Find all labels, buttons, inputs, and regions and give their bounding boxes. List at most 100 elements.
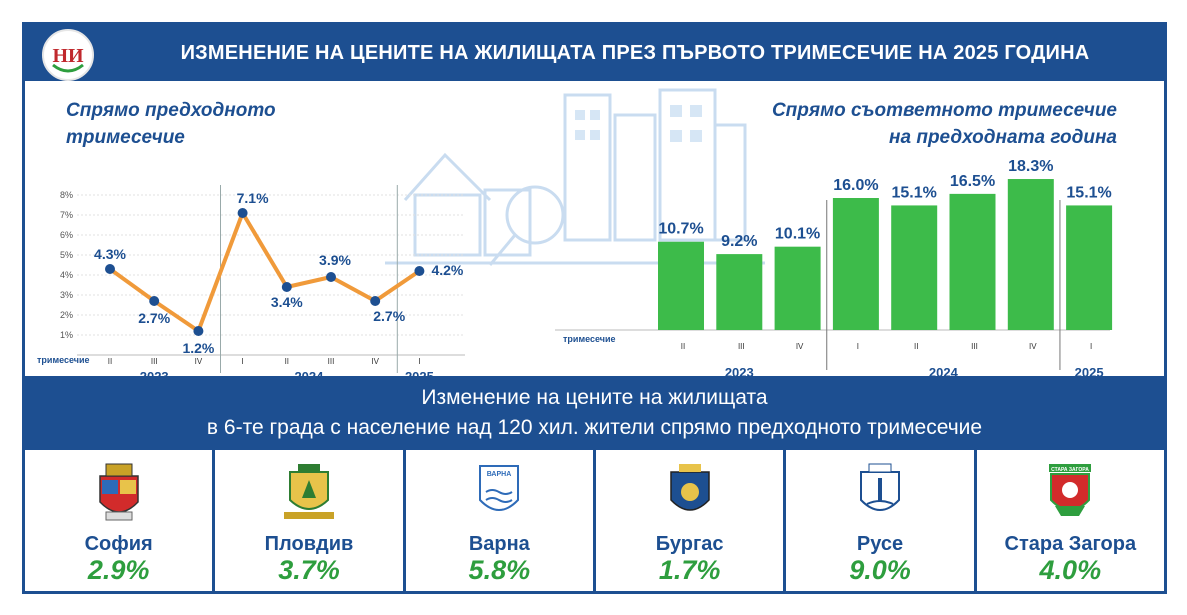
city-name: Русе xyxy=(856,533,904,555)
data-point xyxy=(281,282,292,292)
data-point xyxy=(193,326,204,336)
right-chart-title: Спрямо съответното тримесечие на предход… xyxy=(665,97,1117,151)
quarter-tick-label: II xyxy=(108,357,112,366)
y-tick-label: 5% xyxy=(60,250,73,260)
bar-value-label: 16.5% xyxy=(950,173,995,190)
bar-value-label: 10.1% xyxy=(775,226,820,243)
city-name: Варна xyxy=(468,533,530,555)
bar-value-label: 9.2% xyxy=(721,233,757,250)
city-card: Пловдив 3.7% xyxy=(215,450,403,591)
city-price-change: 4.0% xyxy=(1039,555,1102,585)
quarter-tick-label: II xyxy=(914,342,918,351)
bar-value-label: 16.0% xyxy=(833,177,878,194)
right-chart-title-line1: Спрямо съответното тримесечие xyxy=(771,100,1117,121)
y-tick-label: 2% xyxy=(60,310,73,320)
x-axis-label: тримесечие xyxy=(37,355,90,365)
bar xyxy=(716,254,763,330)
bar xyxy=(832,198,879,330)
x-axis-label: тримесечие xyxy=(563,334,616,344)
city-price-change: 9.0% xyxy=(849,555,911,585)
sofia-crest-icon xyxy=(98,463,139,521)
bar xyxy=(774,246,821,330)
logo-text: НИ xyxy=(52,45,84,67)
varna-crest-icon: ВАРНА xyxy=(479,465,520,511)
data-label: 4.2% xyxy=(431,262,463,278)
y-tick-label: 4% xyxy=(60,270,73,280)
data-point xyxy=(149,296,160,306)
city-card: Русе 9.0% xyxy=(786,450,974,591)
right-chart-title-line2: на предходната година xyxy=(889,127,1117,148)
city-price-change: 2.9% xyxy=(87,555,150,585)
y-tick-label: 1% xyxy=(60,330,73,340)
data-point xyxy=(370,296,381,306)
quarter-tick-label: IV xyxy=(371,357,379,366)
city-name: Бургас xyxy=(655,533,724,555)
data-point xyxy=(237,208,248,218)
data-point xyxy=(326,272,336,282)
city-name: София xyxy=(84,533,153,555)
y-tick-label: 6% xyxy=(60,230,73,240)
quarter-tick-label: III xyxy=(738,342,745,351)
quarter-tick-label: III xyxy=(328,357,335,366)
city-price-change: 3.7% xyxy=(278,555,340,585)
burgas-crest-icon xyxy=(669,464,710,511)
quarter-tick-label: I xyxy=(857,342,859,351)
quarter-tick-label: III xyxy=(151,357,158,366)
quarter-tick-label: III xyxy=(971,342,978,351)
quarter-tick-label: IV xyxy=(1029,342,1037,351)
city-card: Бургас 1.7% xyxy=(595,450,784,591)
city-name: Пловдив xyxy=(264,533,354,555)
cities-heading-line1: Изменение на цените на жилищата xyxy=(421,386,768,409)
city-price-change: 5.8% xyxy=(468,555,531,585)
cities-panel: София 2.9% Пловдив 3.7% ВАРНА Варна 5.8% Бургас… xyxy=(25,450,1164,591)
data-label: 3.4% xyxy=(271,294,303,310)
y-tick-label: 3% xyxy=(60,290,73,300)
data-label: 4.3% xyxy=(94,246,126,262)
ruse-crest-icon xyxy=(859,463,900,511)
series-line xyxy=(108,211,421,333)
city-card: София 2.9% xyxy=(25,450,213,591)
data-point xyxy=(414,266,425,276)
crest-text: СТАРА ЗАГОРА xyxy=(1051,467,1089,473)
data-label: 7.1% xyxy=(237,190,269,206)
quarter-tick-label: II xyxy=(285,357,289,366)
left-chart-title-line2: тримесечие xyxy=(66,127,185,148)
bar-value-label: 15.1% xyxy=(892,184,937,201)
bar xyxy=(949,193,996,330)
bar-value-label: 10.7% xyxy=(658,221,703,238)
quarter-tick-label: IV xyxy=(195,357,203,366)
quarter-tick-label: IV xyxy=(796,342,804,351)
city-illustration-icon xyxy=(385,88,765,266)
cities-heading-band: Изменение на цените на жилищата в 6-те г… xyxy=(25,376,1164,450)
bar xyxy=(1007,179,1054,330)
y-tick-label: 7% xyxy=(60,210,73,220)
left-chart-title: Спрямо предходното тримесечие xyxy=(66,97,366,151)
header-bar: НИ ИЗМЕНЕНИЕ НА ЦЕНИТЕ НА ЖИЛИЩАТА ПРЕЗ … xyxy=(25,25,1164,81)
bar xyxy=(1066,205,1113,330)
bar xyxy=(658,241,704,330)
bar xyxy=(891,205,938,330)
data-label: 1.2% xyxy=(182,340,214,356)
infographic-frame: НИ ИЗМЕНЕНИЕ НА ЦЕНИТЕ НА ЖИЛИЩАТА ПРЕЗ … xyxy=(22,22,1167,594)
crest-text: ВАРНА xyxy=(487,471,512,478)
quarter-tick-label: II xyxy=(681,342,685,351)
quarterly-change-line-chart: 1%2%3%4%5%6%7%8%202320242025тримесечиеII… xyxy=(37,185,465,384)
city-price-change: 1.7% xyxy=(658,555,721,585)
bar-value-label: 18.3% xyxy=(1008,158,1053,175)
nsi-logo: НИ xyxy=(42,29,94,81)
data-label: 2.7% xyxy=(373,308,405,324)
bar-value-label: 15.1% xyxy=(1066,184,1111,201)
cities-heading-line2: в 6-те града с население над 120 хил. жи… xyxy=(206,416,983,439)
data-label: 2.7% xyxy=(138,310,170,326)
plovdiv-crest-icon xyxy=(283,464,334,519)
page-title: ИЗМЕНЕНИЕ НА ЦЕНИТЕ НА ЖИЛИЩАТА ПРЕЗ ПЪР… xyxy=(180,42,1090,64)
data-label: 3.9% xyxy=(319,252,351,268)
city-name: Стара Загора xyxy=(1004,533,1137,555)
data-point xyxy=(105,264,115,274)
city-card: ВАРНА Варна 5.8% xyxy=(405,450,593,591)
y-tick-label: 8% xyxy=(60,190,73,200)
quarter-tick-label: I xyxy=(241,357,243,366)
stara-zagora-crest-icon: СТАРА ЗАГОРА xyxy=(1049,464,1092,516)
left-chart-title-line1: Спрямо предходното xyxy=(66,100,276,121)
